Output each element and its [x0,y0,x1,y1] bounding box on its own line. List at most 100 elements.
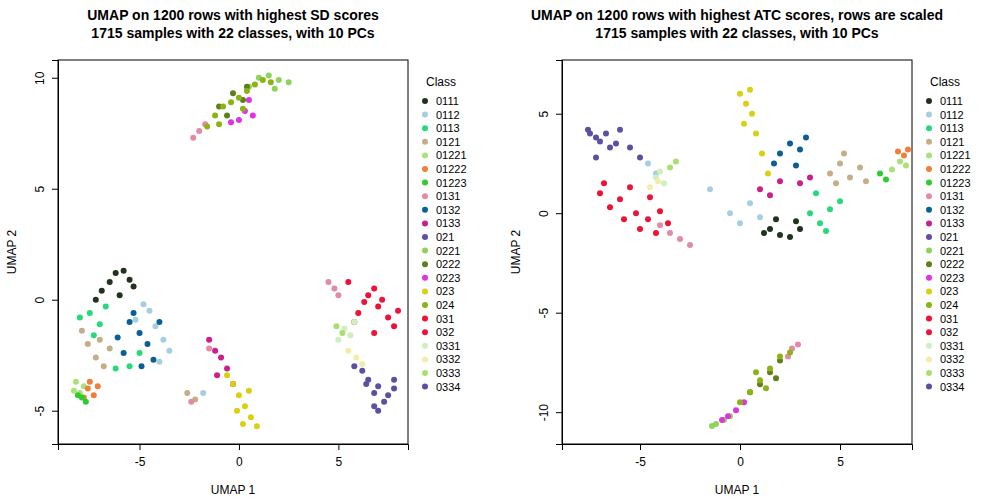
point [139,363,145,369]
point [593,135,599,141]
point [250,112,256,118]
x-tick: 5 [336,444,343,469]
point [230,90,236,96]
legend-swatch [422,207,428,213]
point [335,292,341,298]
point [351,363,357,369]
y-tick-label: -10 [537,404,551,422]
point [248,414,254,420]
point [741,121,747,127]
legend-label: 0111 [940,95,963,107]
legend-swatch [926,275,932,281]
point [737,220,743,226]
point [743,101,749,107]
plot-frame [58,60,408,444]
y-tick-mark [556,213,562,214]
point [117,292,123,298]
legend-swatch [926,98,932,104]
point [767,365,773,371]
point [737,399,743,405]
legend-swatch [926,166,932,172]
point [767,192,773,198]
point [391,377,397,383]
point [252,81,258,87]
legend-swatch [926,261,932,267]
point [246,388,252,394]
point [807,174,813,180]
x-tick-mark [338,444,339,450]
point [246,97,252,103]
point [93,297,99,303]
point [150,357,156,363]
point [87,310,93,316]
legend-swatch [926,220,932,226]
y-tick-label: 5 [537,111,551,118]
point [753,369,759,375]
legend-swatch [422,302,428,308]
y-tick-label: -5 [537,308,551,319]
legend-label: 0332 [436,353,460,365]
x-tick: -5 [635,444,646,469]
legend-swatch [422,356,428,362]
point [757,186,763,192]
legend-swatch [926,329,932,335]
point [79,328,85,334]
point [244,88,250,94]
point [200,390,206,396]
y-tick-mark [52,189,58,190]
point [747,87,753,93]
point [196,128,202,134]
x-tick: 0 [737,444,744,469]
y-tick: -5 [33,406,58,417]
legend-label: 0133 [436,217,460,229]
point [190,135,196,141]
legend-label: 0131 [436,190,460,202]
x-tick: -5 [135,444,146,469]
x-tick-mark [740,444,741,450]
point [166,348,172,354]
point [827,170,833,176]
point [220,104,226,110]
point [266,73,272,79]
x-tick: 0 [236,444,243,469]
point [212,112,218,118]
x-tick: 5 [837,444,844,469]
x-tick-label: 0 [236,455,243,469]
y-tick: 5 [33,186,58,193]
point [777,353,783,359]
panel: UMAP on 1200 rows with highest SD scores… [5,7,467,497]
point [391,386,397,392]
point [827,206,833,212]
legend-swatch [422,343,428,349]
point [621,216,627,222]
title: UMAP on 1200 rows with highest SD scores [87,7,379,23]
point [73,379,79,385]
point [673,158,679,164]
point [335,337,341,343]
y-tick-mark [52,78,58,79]
y-tick-label: 10 [33,71,47,85]
legend-label: 024 [940,299,958,311]
legend-swatch [926,370,932,376]
point [228,119,234,125]
point [645,160,651,166]
legend-swatch [926,180,932,186]
point [184,390,190,396]
legend-swatch [926,248,932,254]
legend-swatch [926,343,932,349]
x-axis: -5 0 5 [563,444,913,469]
point [188,399,194,405]
point [787,141,793,147]
legend-swatch [422,248,428,254]
point [144,341,150,347]
y-axis-title: UMAP 2 [5,229,19,274]
legend-label: 0132 [940,204,964,216]
legend-swatch [422,139,428,145]
point [823,228,829,234]
point [242,403,248,409]
legend-swatch [422,288,428,294]
point [687,242,693,248]
legend-label: 0121 [436,136,460,148]
y-tick-mark [52,411,58,412]
point [325,279,331,285]
